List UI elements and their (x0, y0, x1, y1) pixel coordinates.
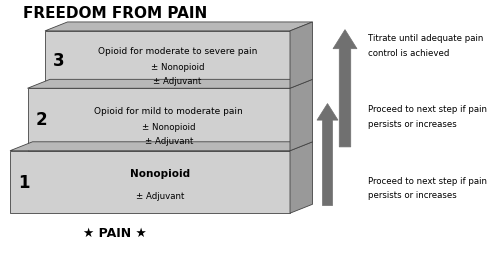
Polygon shape (45, 32, 290, 89)
Text: Proceed to next step if pain
persists or increases: Proceed to next step if pain persists or… (368, 176, 486, 200)
Text: 1: 1 (18, 173, 30, 191)
Text: FREEDOM FROM PAIN: FREEDOM FROM PAIN (23, 6, 207, 21)
Text: Nonopioid: Nonopioid (130, 168, 190, 178)
Text: Proceed to next step if pain
persists or increases: Proceed to next step if pain persists or… (368, 105, 486, 129)
Text: ★ PAIN ★: ★ PAIN ★ (83, 226, 147, 239)
Text: ± Adjuvant: ± Adjuvant (136, 192, 184, 201)
Text: Opioid for mild to moderate pain: Opioid for mild to moderate pain (94, 107, 243, 116)
Text: Opioid for moderate to severe pain: Opioid for moderate to severe pain (98, 47, 257, 56)
Polygon shape (10, 151, 290, 213)
Polygon shape (333, 30, 357, 147)
Polygon shape (10, 142, 312, 151)
Polygon shape (290, 80, 312, 151)
Polygon shape (28, 80, 312, 89)
Text: ± Nonopioid
± Adjuvant: ± Nonopioid ± Adjuvant (142, 123, 196, 145)
Polygon shape (28, 89, 290, 151)
Text: 3: 3 (53, 51, 65, 69)
Text: Titrate until adequate pain
control is achieved: Titrate until adequate pain control is a… (368, 34, 483, 57)
Polygon shape (317, 104, 338, 206)
Text: ± Nonopioid
± Adjuvant: ± Nonopioid ± Adjuvant (151, 63, 204, 85)
Text: 2: 2 (36, 111, 48, 129)
Polygon shape (290, 142, 312, 213)
Polygon shape (290, 23, 312, 89)
Polygon shape (45, 23, 312, 32)
